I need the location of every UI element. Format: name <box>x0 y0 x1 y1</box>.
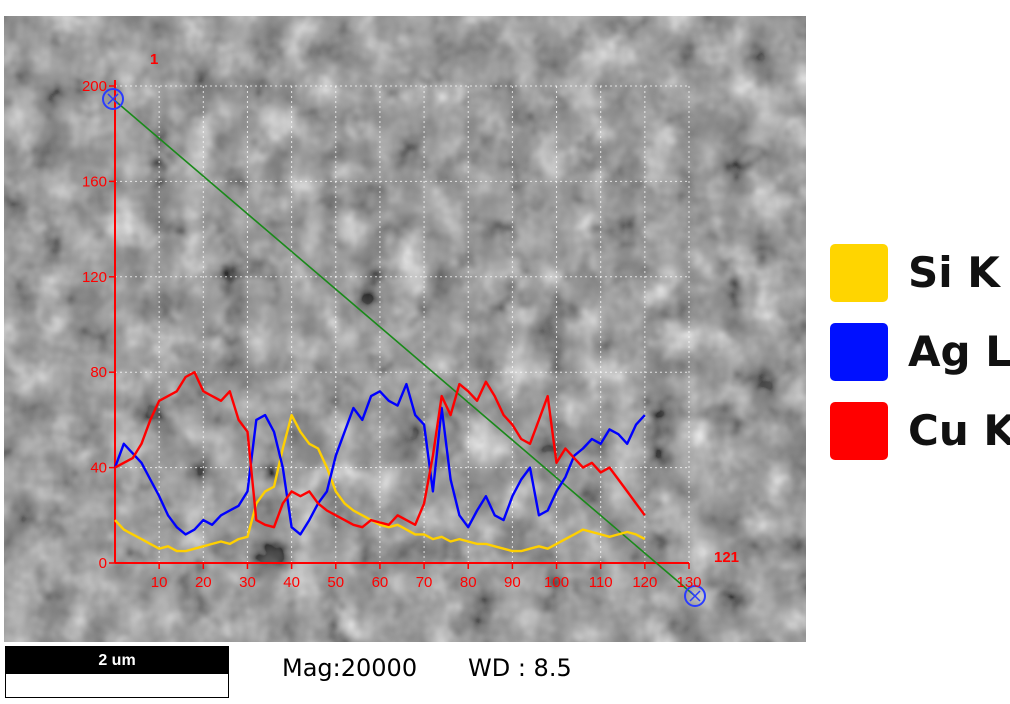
series-line-si-k <box>114 413 646 553</box>
x-tick-label: 110 <box>589 574 613 591</box>
y-tick-label: 160 <box>82 173 107 190</box>
y-tick-label: 0 <box>99 555 107 572</box>
sem-micrograph-with-linescan: 10 20 30 40 50 60 70 80 90 100 110 120 130 0 40 80 120 16… <box>4 16 806 642</box>
x-tick-label: 20 <box>195 574 212 591</box>
marker-cross <box>689 590 701 602</box>
start-marker-label: 1 <box>150 51 158 68</box>
legend-label-si-k: Si K <box>908 248 1000 297</box>
scan-line <box>112 98 696 597</box>
sem-texture <box>4 16 806 642</box>
legend-swatch-cu-k <box>830 402 888 460</box>
x-tick-label: 120 <box>632 574 657 591</box>
legend-swatch-ag-l <box>830 323 888 381</box>
x-tick-label: 30 <box>239 574 256 591</box>
y-tick-label: 80 <box>90 364 107 381</box>
y-tick-label: 120 <box>82 269 107 286</box>
chart-axes <box>102 80 706 607</box>
y-tick-label: 200 <box>82 78 107 95</box>
marker-cross <box>107 93 119 105</box>
x-tick-label: 80 <box>460 574 477 591</box>
scale-bar: 2 um <box>5 646 229 698</box>
series-line-cu-k <box>114 371 646 529</box>
scan-start-marker <box>102 88 124 110</box>
x-tick-label: 60 <box>372 574 389 591</box>
scale-bar-label: 2 um <box>6 647 228 674</box>
x-tick-label: 50 <box>327 574 344 591</box>
marker-circle <box>684 585 706 607</box>
x-tick-label: 40 <box>283 574 300 591</box>
scan-end-marker <box>684 585 706 607</box>
x-tick-label: 70 <box>416 574 433 591</box>
working-distance-readout: WD : 8.5 <box>468 654 572 682</box>
x-tick-label: 130 <box>676 574 701 591</box>
x-tick-label: 10 <box>151 574 168 591</box>
spectrum-lines <box>113 371 646 553</box>
series-line-ag-l <box>113 382 646 536</box>
legend-swatch-si-k <box>830 244 888 302</box>
x-tick-label: 90 <box>504 574 521 591</box>
legend-label-cu-k: Cu K <box>908 406 1010 455</box>
magnification-readout: Mag:20000 <box>282 654 418 682</box>
tick-labels: 10 20 30 40 50 60 70 80 90 100 110 120 130 0 40 80 120 16… <box>82 51 739 591</box>
y-tick-label: 40 <box>90 460 107 477</box>
point-count-label: 121 <box>714 549 739 566</box>
legend-label-ag-l: Ag L <box>908 327 1010 376</box>
marker-circle <box>102 88 124 110</box>
x-tick-label: 100 <box>544 574 569 591</box>
